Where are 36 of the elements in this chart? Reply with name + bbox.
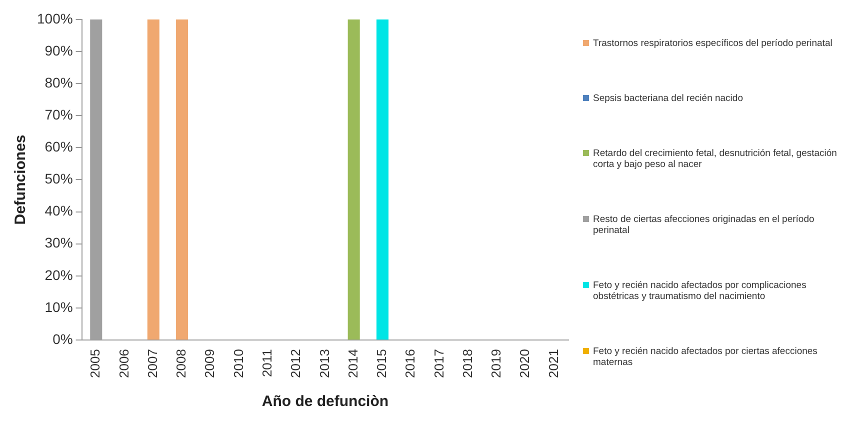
x-tick-label: 2018 — [460, 349, 475, 378]
x-tick-label: 2014 — [345, 349, 360, 378]
y-tick-label: 10% — [44, 298, 73, 315]
y-tick-label: 90% — [44, 42, 73, 58]
y-tick-label: 30% — [44, 234, 73, 251]
y-tick-label: 70% — [44, 106, 73, 122]
y-tick-label: 0% — [52, 330, 73, 347]
legend-label: Feto y recién nacido afectados por complicaciones obstétricas y traumatismo del nacimiento — [593, 280, 808, 302]
x-tick-label: 2019 — [488, 349, 504, 378]
x-tick-label: 2017 — [431, 349, 446, 378]
legend-label: Sepsis bacteriana del recién nacido — [593, 93, 743, 104]
x-tick-label: 2009 — [202, 349, 218, 378]
x-tick-label: 2011 — [260, 349, 275, 378]
x-tick-label: 2010 — [230, 349, 246, 378]
legend-label: Feto y recién nacido afectados por ciertas afecciones maternas — [593, 346, 818, 368]
x-axis-title: Año de defunciòn — [262, 393, 389, 410]
y-tick-label: 20% — [44, 266, 73, 283]
y-tick-label: 80% — [44, 74, 73, 90]
y-tick-label: 50% — [44, 170, 73, 187]
x-tick-label: 2013 — [316, 349, 332, 378]
x-tick-label: 2008 — [174, 349, 189, 378]
x-tick-label: 2020 — [517, 349, 532, 378]
x-tick-label: 2016 — [402, 349, 418, 378]
y-tick-label: 60% — [44, 138, 73, 155]
legend-label: Trastornos respiratorios específicos del período perinatal — [593, 38, 832, 49]
legend-label: Resto de ciertas afecciones originadas en el período perinatal — [593, 214, 816, 236]
x-tick-label: 2005 — [88, 349, 103, 378]
y-tick-label: 40% — [44, 202, 73, 219]
y-tick-label: 100% — [36, 10, 73, 26]
y-axis-title: Defunciones — [12, 134, 30, 225]
x-tick-label: 2006 — [116, 349, 132, 378]
x-tick-label: 2007 — [144, 349, 160, 378]
x-tick-label: 2012 — [288, 349, 304, 378]
x-tick-label: 2021 — [546, 349, 561, 378]
legend-label: Retardo del crecimiento fetal, desnutrición fetal, gestación corta y bajo peso al nacer — [593, 148, 838, 170]
x-tick-label: 2015 — [374, 349, 390, 378]
